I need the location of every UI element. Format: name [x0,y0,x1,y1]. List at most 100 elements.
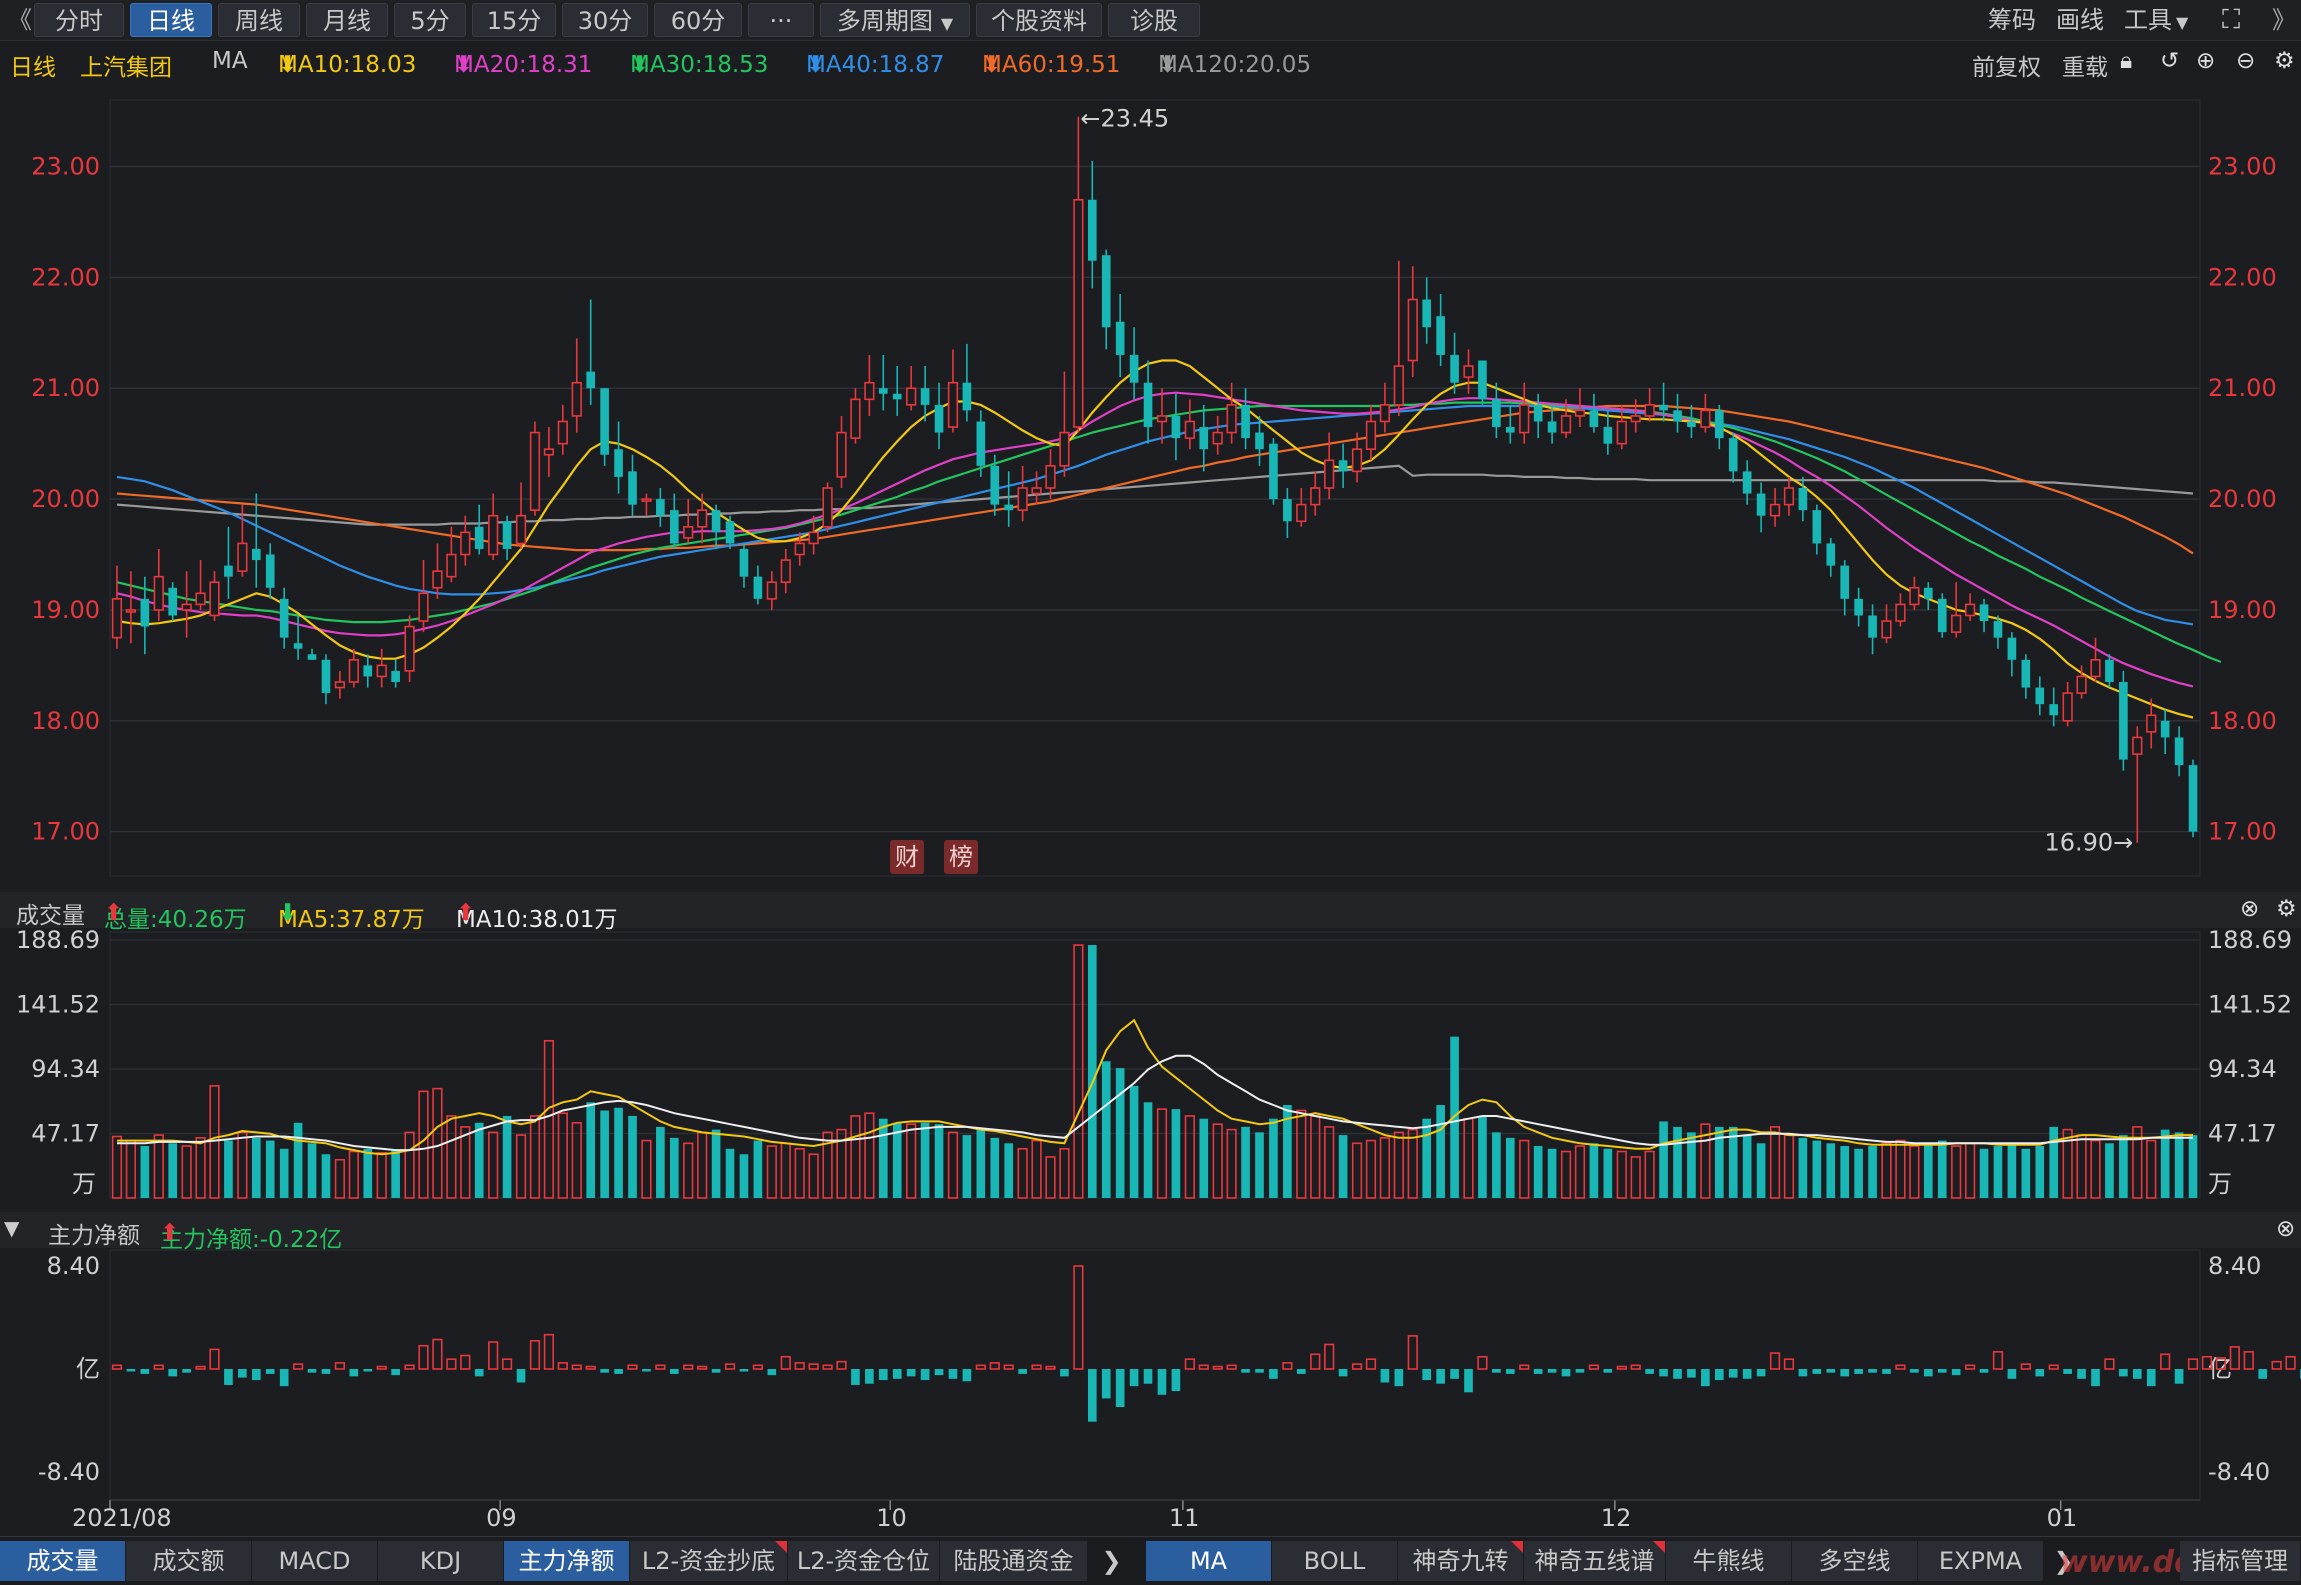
tab-bull-bear[interactable]: 牛熊线 [1666,1541,1792,1581]
close-icon[interactable]: ⊗ [2276,1216,2296,1242]
tab-ma[interactable]: MA [1146,1541,1272,1581]
volume-bar [2090,1139,2101,1199]
volume-unit-left: 万 [72,1170,96,1198]
stock-profile-button[interactable]: 个股资料 [976,3,1102,37]
tab-volume[interactable]: 成交量 [0,1541,126,1581]
tab-boll[interactable]: BOLL [1272,1541,1398,1581]
settings-icon[interactable]: ⚙ [2276,896,2297,922]
volume-bar [794,1147,805,1199]
netflow-bar [2048,1364,2059,1370]
candle [1728,432,1738,483]
netflow-bar [1769,1352,1781,1370]
chart-canvas[interactable]: 23.00 23.00 22.00 22.00 21.00 21.00 20.00 20.00… [0,0,2301,1536]
period-label: 日线 [10,55,56,81]
tab-northbound[interactable]: 陆股通资金 [940,1541,1088,1581]
chevron-right-icon[interactable]: ❯ [1092,1541,1132,1581]
volume-bar [1129,1085,1139,1198]
tab-td-nine[interactable]: 神奇九转 [1398,1541,1524,1581]
candle [656,488,665,527]
volume-bar [1393,1131,1404,1199]
volume-bar [1338,1135,1348,1198]
candle [600,388,609,466]
candle-body [1199,427,1209,450]
indicator-name[interactable]: MA [212,48,248,74]
expand-icon[interactable]: ⛶ [2222,5,2241,35]
netflow-bar [1407,1335,1418,1370]
candle-body [1450,354,1459,383]
tab-weekly[interactable]: 周线 [218,3,300,37]
tab-five-lines[interactable]: 神奇五线谱 [1524,1541,1666,1581]
tab-macd[interactable]: MACD [252,1541,378,1581]
indicator-tabs: 成交量 成交额 MACD KDJ 主力净额 L2-资金抄底 L2-资金仓位 陆股… [0,1536,2301,1585]
indicator-manage-button[interactable]: 指标管理 [2180,1541,2301,1581]
volume-bar [418,1090,429,1199]
more-periods-button[interactable]: ··· [748,3,814,37]
corner-flag-icon [1511,1541,1523,1553]
draw-button[interactable]: 画线 [2056,6,2104,34]
netflow-bar [906,1369,916,1377]
tab-5min[interactable]: 5分 [394,3,466,37]
candle [836,415,847,488]
netflow-bar [1868,1369,1877,1373]
volume-bar [934,1124,944,1198]
candle [2035,676,2045,716]
undo-icon[interactable]: ↺ [2160,48,2180,74]
lock-icon[interactable]: 🔒︎ [2120,48,2133,74]
volume-tick-right: 94.34 [2208,1055,2277,1083]
tab-intraday[interactable]: 分时 [34,3,124,37]
candle-body [669,510,679,544]
netflow-bar [1073,1265,1084,1370]
tab-15min[interactable]: 15分 [472,3,556,37]
collapse-icon[interactable]: ▼ [4,1216,20,1240]
netflow-bar [1659,1369,1668,1377]
chip-button[interactable]: 筹码 [1988,6,2036,34]
candle-body [2174,737,2184,766]
volume-bar [515,1134,527,1199]
candle-body [1868,615,1877,638]
netflow-bar [1783,1358,1795,1370]
zoom-in-icon[interactable]: ⊕ [2196,48,2216,74]
candle-body [711,510,721,533]
chevron-right-icon[interactable]: ❯ [2044,1541,2084,1581]
tab-60min[interactable]: 60分 [654,3,742,37]
tab-long-short[interactable]: 多空线 [1792,1541,1918,1581]
finance-tag[interactable]: 财 [890,840,924,874]
volume-bar [153,1134,164,1199]
date-label: 11 [1169,1504,1200,1532]
tab-daily[interactable]: 日线 [130,3,212,37]
adjust-button[interactable]: 前复权 [1972,55,2041,81]
volume-bar [1547,1148,1557,1198]
candle [1687,404,1696,439]
chevron-right-icon[interactable]: 》 [2272,6,2296,34]
netflow-bar [1882,1369,1891,1374]
candle-body [586,371,596,389]
diagnosis-button[interactable]: 诊股 [1108,3,1200,37]
zoom-out-icon[interactable]: ⊖ [2236,48,2256,74]
candle [1310,471,1321,516]
candle [1073,116,1084,433]
netflow-bar [1728,1369,1738,1378]
reload-button[interactable]: 重载 [2062,55,2108,81]
tab-turnover[interactable]: 成交额 [126,1541,252,1581]
tab-30min[interactable]: 30分 [562,3,648,37]
tab-main-netflow[interactable]: 主力净额 [504,1541,630,1581]
candle-body [279,598,289,638]
close-icon[interactable]: ⊗ [2240,896,2260,922]
settings-icon[interactable]: ⚙ [2274,48,2295,74]
candle [808,515,819,555]
pane-frame [109,99,2201,877]
candle-body [1964,603,1976,617]
tab-kdj[interactable]: KDJ [378,1541,504,1581]
multi-period-dropdown[interactable]: 多周期图 ▼ [820,3,970,37]
tab-l2-position[interactable]: L2-资金仓位 [788,1541,940,1581]
ranking-tag[interactable]: 榜 [944,840,978,874]
tools-button[interactable]: 工具 ▼ [2124,3,2188,37]
candle-body [1129,354,1139,383]
tab-l2-bottom-fishing[interactable]: L2-资金抄底 [630,1541,788,1581]
volume-bar [1769,1126,1781,1199]
candle [990,454,1000,516]
tab-monthly[interactable]: 月线 [306,3,388,37]
chevron-left-icon[interactable]: 《 [8,6,32,34]
candle-body [571,381,582,417]
tab-expma[interactable]: EXPMA [1918,1541,2044,1581]
